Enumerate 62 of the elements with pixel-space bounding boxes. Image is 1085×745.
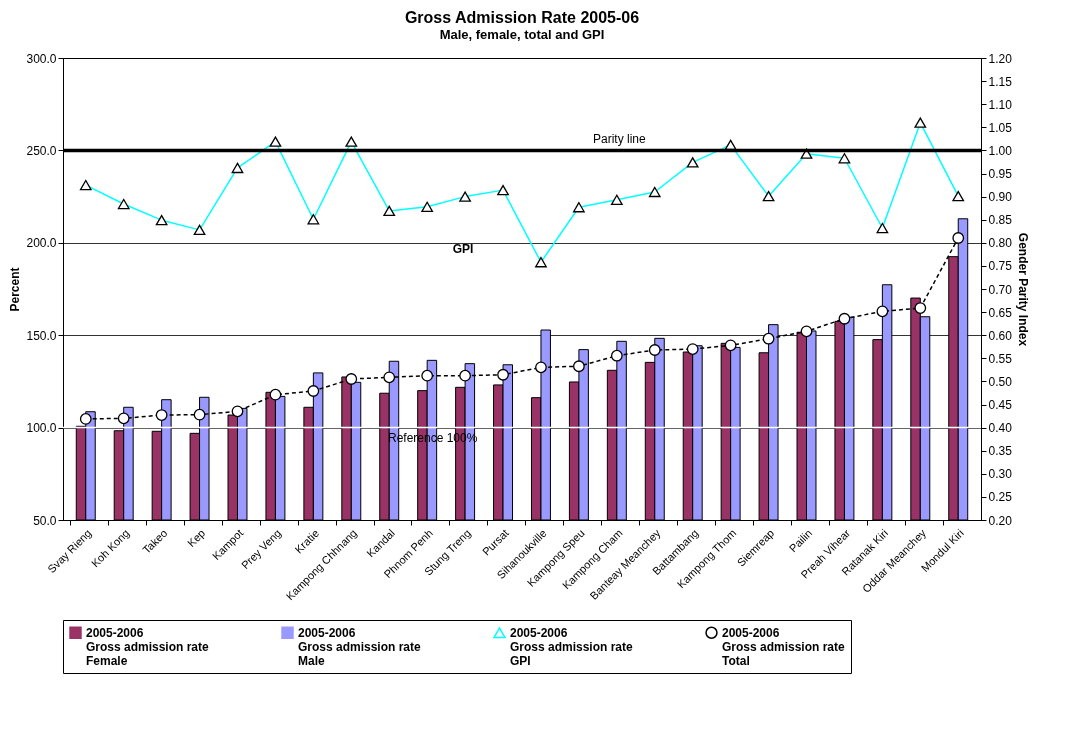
y2-tick-label: 0.80 xyxy=(988,236,1013,251)
point xyxy=(573,360,585,373)
chart-subtitle: Male, female, total and GPI xyxy=(439,27,605,42)
y2-tick-label: 0.75 xyxy=(988,259,1013,274)
chart-title: Gross Admission Rate 2005-06 xyxy=(404,9,640,26)
y-axis-title: Percent xyxy=(8,267,23,312)
y2-axis-title: Gender Parity Index xyxy=(1015,232,1030,347)
y2-tick-label: 1.20 xyxy=(988,51,1013,66)
point xyxy=(914,302,927,314)
point xyxy=(231,405,244,418)
point xyxy=(497,368,509,381)
point xyxy=(269,388,282,401)
point xyxy=(117,412,130,425)
point xyxy=(345,373,358,385)
y2-tick-label: 0.45 xyxy=(988,398,1013,412)
legend-label: 2005-2006 Gross admission rate Female xyxy=(86,625,210,668)
point xyxy=(952,232,965,244)
point xyxy=(724,339,737,352)
point xyxy=(648,344,661,356)
y2-tick-label: 1.00 xyxy=(988,143,1013,158)
x-tick-label: Kep xyxy=(185,526,208,550)
annotation: GPI xyxy=(452,242,474,256)
legend-label: 2005-2006 Gross admission rate GPI xyxy=(510,625,634,668)
point xyxy=(79,413,92,425)
point xyxy=(838,312,851,325)
point xyxy=(876,305,889,318)
y2-tick-label: 0.65 xyxy=(988,305,1013,320)
y-tick-label: 50.0 xyxy=(33,513,57,528)
y2-tick-label: 0.85 xyxy=(988,213,1013,228)
point xyxy=(421,369,434,382)
y2-tick-label: 0.50 xyxy=(988,374,1013,389)
point xyxy=(686,343,699,355)
point xyxy=(459,369,471,382)
y2-tick-label: 0.60 xyxy=(988,328,1013,343)
y-tick-label: 100.0 xyxy=(26,421,57,436)
y2-tick-label: 1.05 xyxy=(988,120,1013,135)
y2-tick-label: 0.30 xyxy=(988,467,1013,482)
y2-tick-label: 1.15 xyxy=(988,74,1013,89)
y-tick-label: 200.0 xyxy=(26,236,57,251)
y2-tick-label: 0.90 xyxy=(988,190,1013,205)
y2-tick-label: 0.70 xyxy=(988,282,1013,297)
ref-line-label: Parity line xyxy=(593,132,647,147)
legend-label: 2005-2006 Gross admission rate Total xyxy=(722,625,846,668)
y2-tick-label: 0.55 xyxy=(988,351,1013,366)
y2-tick-label: 1.10 xyxy=(988,97,1013,112)
point xyxy=(762,332,775,345)
point xyxy=(155,409,168,421)
point xyxy=(307,385,320,397)
legend-label: 2005-2006 Gross admission rate Male xyxy=(298,625,422,668)
y-tick-label: 150.0 xyxy=(26,328,57,343)
point xyxy=(610,349,623,362)
y2-tick-label: 0.95 xyxy=(988,167,1013,181)
y-tick-label: 300.0 xyxy=(26,51,57,66)
point xyxy=(193,408,206,421)
y-tick-label: 250.0 xyxy=(26,143,57,158)
y2-tick-label: 0.20 xyxy=(988,513,1013,528)
y2-tick-label: 0.35 xyxy=(988,444,1013,459)
point xyxy=(535,361,547,374)
y2-tick-label: 0.25 xyxy=(988,490,1013,505)
point xyxy=(383,371,396,384)
y2-tick-label: 0.40 xyxy=(988,421,1013,436)
point xyxy=(800,325,813,338)
